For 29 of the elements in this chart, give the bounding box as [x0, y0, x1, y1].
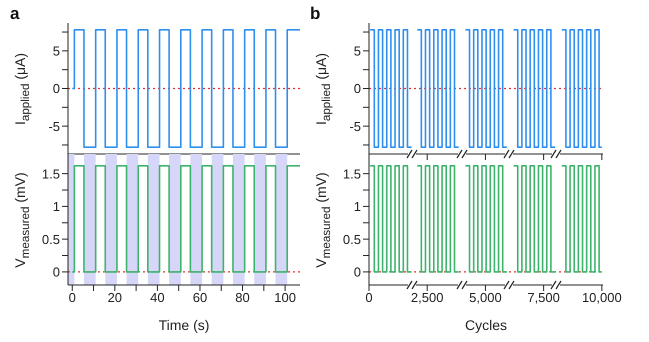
x-tick-label: 60 [192, 290, 208, 306]
y-tick-label: 0 [354, 81, 361, 96]
x-tick-label: 80 [235, 290, 250, 306]
x-tick-label: 100 [274, 290, 296, 306]
y-tick-label: 0.5 [342, 232, 361, 247]
x-tick-label: 20 [108, 290, 122, 306]
x-tick-label: 7,500 [527, 290, 560, 306]
y-tick-label: 1 [52, 199, 60, 214]
y-tick-label: 1.5 [342, 166, 361, 182]
x-tick-label: 5,000 [469, 290, 502, 306]
y-tick-label: 5 [52, 43, 60, 58]
y-tick-label: 0 [52, 264, 60, 280]
x-tick-label: 40 [150, 290, 165, 306]
y-tick-label: -5 [349, 118, 361, 134]
y-tick-label: 5 [354, 43, 361, 58]
y-tick-label: 0.5 [42, 232, 60, 247]
x-tick-label: 10,000 [582, 290, 622, 306]
y-tick-label: 1.5 [42, 166, 60, 182]
x-tick-label: 0 [68, 290, 76, 306]
x-axis-title: Cycles [464, 317, 508, 333]
x-tick-label: 2,500 [410, 290, 444, 306]
chart-title: a [10, 4, 20, 24]
y-tick-label: -5 [48, 118, 60, 134]
x-tick-label: 0 [365, 290, 373, 306]
y-tick-label: 0 [52, 81, 60, 96]
y-tick-label: 0 [354, 264, 361, 280]
chart-title: b [310, 4, 320, 24]
y-tick-label: 1 [354, 199, 361, 214]
x-axis-title: Time (s) [158, 317, 210, 333]
